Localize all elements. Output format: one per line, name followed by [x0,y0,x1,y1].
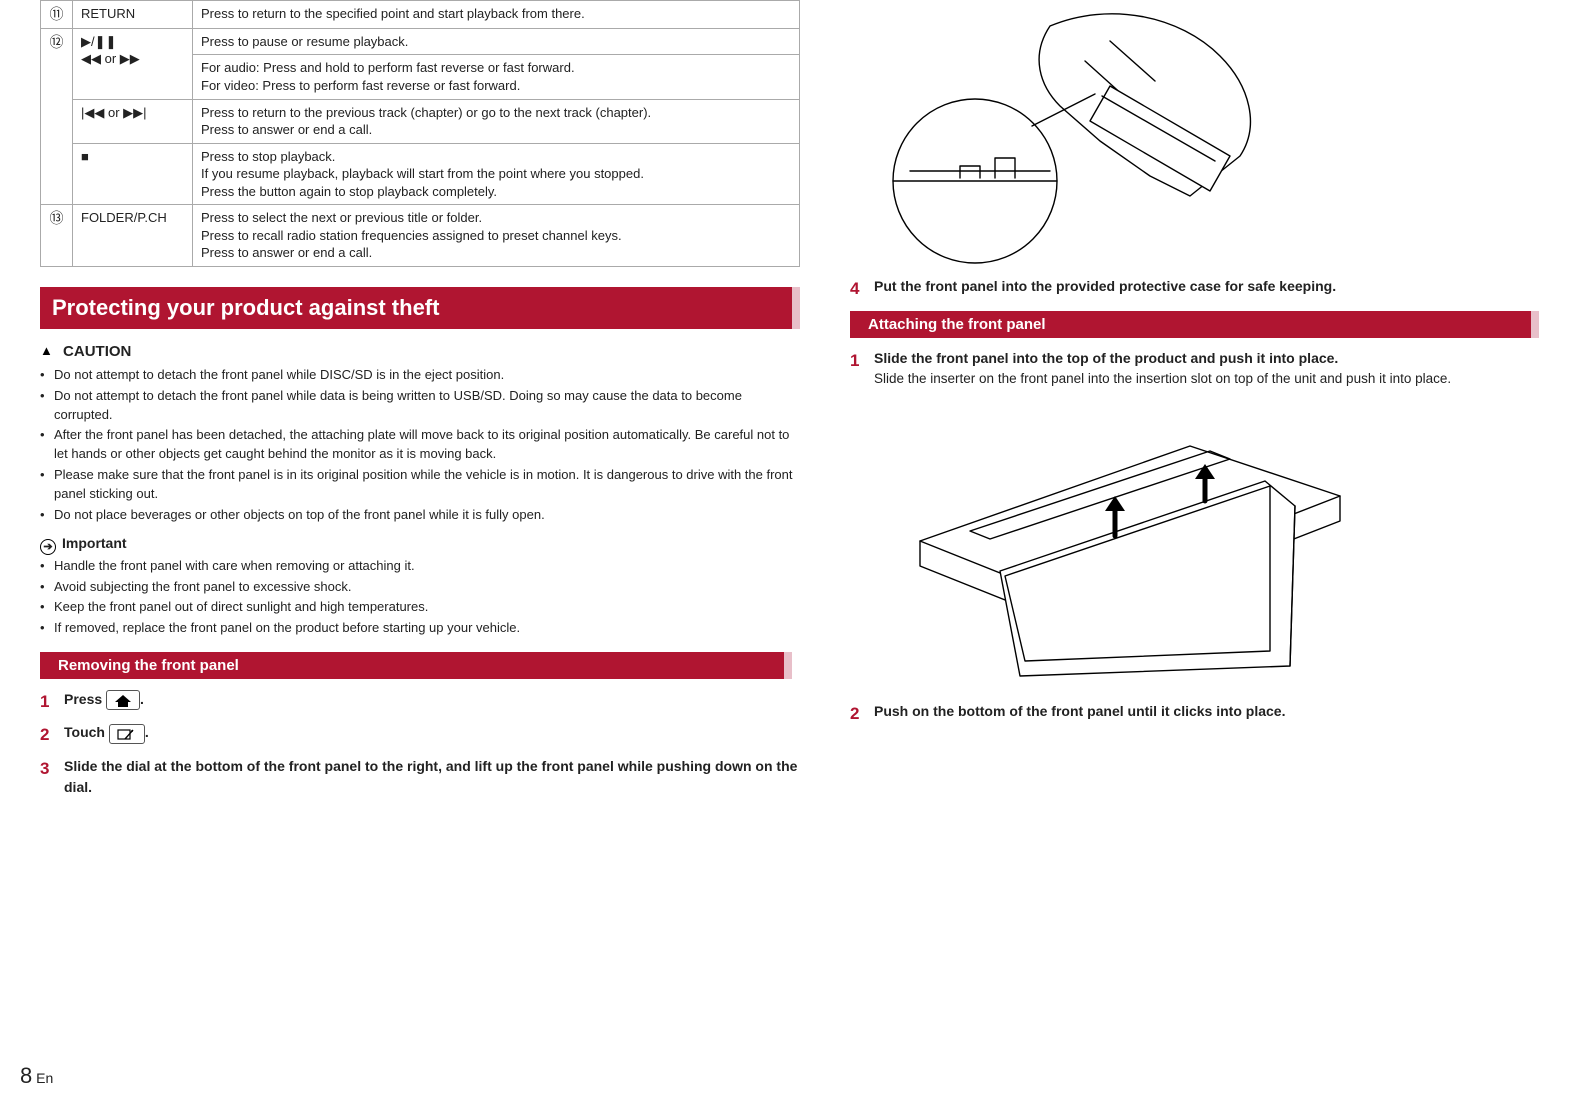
stop-icon: ■ [81,149,89,164]
row-key: FOLDER/P.CH [73,205,193,267]
step: Push on the bottom of the front panel un… [850,701,1547,722]
home-button-icon [106,690,140,710]
play-pause-icon: ▶/❚❚ [81,34,116,49]
subheader-removing: Removing the front panel [40,652,800,679]
row-key: RETURN [73,1,193,29]
section-header-theft: Protecting your product against theft [40,287,800,329]
table-row: ■ Press to stop playback. If you resume … [41,143,800,205]
row-key-icon: ▶/❚❚ ◀◀ or ▶▶ [73,28,193,99]
left-column: ⑪ RETURN Press to return to the specifie… [40,0,800,810]
table-row: ⑪ RETURN Press to return to the specifie… [41,1,800,29]
list-item: Keep the front panel out of direct sunli… [40,598,800,617]
list-item: Avoid subjecting the front panel to exce… [40,578,800,597]
detach-illustration [850,6,1320,266]
caution-heading: CAUTION [40,343,800,360]
row-key-icon: |◀◀ or ▶▶| [73,99,193,143]
table-row: ⑫ ▶/❚❚ ◀◀ or ▶▶ Press to pause or resume… [41,28,800,55]
row-num: ⑬ [50,209,64,228]
row-num: ⑫ [50,33,64,52]
step: Press . [40,689,800,710]
list-item: After the front panel has been detached,… [40,426,800,464]
step: Slide the dial at the bottom of the fron… [40,756,800,798]
table-row: |◀◀ or ▶▶| Press to return to the previo… [41,99,800,143]
row-desc: Press to return to the specified point a… [193,1,800,29]
row-key-icon: ■ [73,143,193,205]
list-item: Do not attempt to detach the front panel… [40,387,800,425]
step: Put the front panel into the provided pr… [850,276,1547,297]
rewind-forward-icon: ◀◀ or ▶▶ [81,51,140,66]
row-desc: Press to pause or resume playback. [193,28,800,55]
detach-button-icon [109,724,145,744]
controls-table: ⑪ RETURN Press to return to the specifie… [40,0,800,267]
subheader-attaching: Attaching the front panel [850,311,1547,338]
important-heading: ➔Important [40,535,800,553]
removing-steps: Press . Touch . [40,689,800,798]
page-number: 8 En [20,1063,53,1089]
list-item: Handle the front panel with care when re… [40,557,800,576]
list-item: Please make sure that the front panel is… [40,466,800,504]
attaching-steps-2: Push on the bottom of the front panel un… [850,701,1547,722]
row-desc: Press to select the next or previous tit… [193,205,800,267]
row-desc: For audio: Press and hold to perform fas… [193,55,800,99]
attach-illustration [850,401,1370,691]
list-item: If removed, replace the front panel on t… [40,619,800,638]
prev-next-icon: |◀◀ or ▶▶| [81,105,147,120]
step: Slide the front panel into the top of th… [850,348,1547,389]
row-num: ⑪ [50,5,64,24]
row-desc: Press to stop playback. If you resume pl… [193,143,800,205]
right-column: Put the front panel into the provided pr… [850,0,1547,810]
important-icon: ➔ [40,539,56,555]
row-desc: Press to return to the previous track (c… [193,99,800,143]
important-list: Handle the front panel with care when re… [40,557,800,638]
step: Touch . [40,722,800,743]
attaching-steps: Slide the front panel into the top of th… [850,348,1547,389]
list-item: Do not place beverages or other objects … [40,506,800,525]
removing-steps-cont: Put the front panel into the provided pr… [850,276,1547,297]
caution-list: Do not attempt to detach the front panel… [40,366,800,525]
table-row: ⑬ FOLDER/P.CH Press to select the next o… [41,205,800,267]
list-item: Do not attempt to detach the front panel… [40,366,800,385]
